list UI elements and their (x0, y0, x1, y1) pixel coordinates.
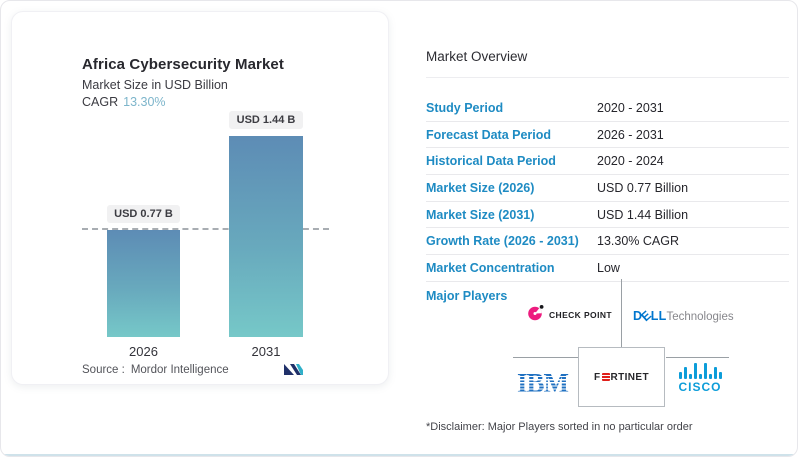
table-row-growth-rate: Growth Rate (2026 - 2031) 13.30% CAGR (426, 228, 789, 256)
row-label: Forecast Data Period (426, 127, 552, 142)
row-value: 2026 - 2031 (597, 127, 664, 142)
divider-horizontal-left (513, 357, 578, 358)
disclaimer-text: *Disclaimer: Major Players sorted in no … (426, 421, 693, 433)
table-row-market-size-2031: Market Size (2031) USD 1.44 Billion (426, 202, 789, 229)
bar-value-label-2031: USD 1.44 B (229, 111, 303, 129)
ibm-stripes-overlay (517, 371, 575, 397)
check-point-wordmark: CHECK POINT (549, 310, 612, 320)
major-players-diagram: CHECK POINT DELLTechnologies F RTINET IBM… (481, 279, 791, 411)
row-label: Growth Rate (2026 - 2031) (426, 234, 579, 249)
divider-vertical (621, 279, 622, 347)
table-row-market-size-2026: Market Size (2026) USD 0.77 Billion (426, 175, 789, 202)
bar-chart-plot: USD 0.77 B USD 1.44 B 2026 2031 (72, 111, 372, 359)
row-value: USD 1.44 Billion (597, 207, 689, 222)
chart-title: Africa Cybersecurity Market (82, 56, 284, 73)
overview-heading: Market Overview (426, 49, 789, 78)
x-axis-label-2026: 2026 (129, 344, 158, 359)
source-line: Source : Mordor Intelligence (82, 364, 229, 376)
fortinet-logo-box: F RTINET (578, 347, 665, 407)
row-value: 2020 - 2031 (597, 100, 664, 115)
fortinet-grid-o-icon (601, 373, 610, 381)
check-point-logo: CHECK POINT (527, 304, 612, 326)
chart-cagr-line: CAGR 13.30% (82, 95, 284, 109)
table-row-historical-period: Historical Data Period 2020 - 2024 (426, 148, 789, 176)
cagr-label: CAGR (82, 95, 119, 109)
bar-value-label-2026: USD 0.77 B (107, 205, 180, 223)
market-chart-card: Africa Cybersecurity Market Market Size … (11, 11, 389, 385)
row-label: Study Period (426, 100, 504, 115)
dell-technologies-logo: DELLTechnologies (633, 308, 734, 324)
divider-horizontal-right (666, 357, 729, 358)
major-players-label: Major Players (426, 289, 508, 304)
chart-header: Africa Cybersecurity Market Market Size … (82, 56, 284, 109)
overview-table: Study Period 2020 - 2031 Forecast Data P… (426, 95, 789, 311)
source-label: Source : (82, 364, 125, 376)
table-row-forecast-period: Forecast Data Period 2026 - 2031 (426, 122, 789, 149)
bar-2026 (107, 230, 180, 337)
dell-ll: LL (650, 309, 667, 323)
ibm-logo: IBM (517, 370, 575, 397)
cisco-wordmark: CISCO (678, 380, 722, 394)
bar-2031 (229, 136, 303, 337)
reference-dashed-line (82, 228, 329, 230)
cagr-value: 13.30% (123, 95, 166, 109)
x-axis-label-2031: 2031 (251, 344, 281, 359)
table-row-market-concentration: Market Concentration Low (426, 255, 789, 282)
chart-subtitle: Market Size in USD Billion (82, 78, 228, 92)
cisco-logo: CISCO (673, 363, 727, 394)
fortinet-f: F (593, 371, 601, 383)
dell-technologies-wordmark: Technologies (666, 311, 734, 323)
row-label: Historical Data Period (426, 154, 556, 169)
row-value: 2020 - 2024 (597, 154, 664, 169)
check-point-icon (527, 304, 545, 326)
row-value: 13.30% CAGR (597, 234, 679, 249)
fortinet-logo: F RTINET (579, 348, 664, 406)
cisco-bridge-icon (673, 363, 727, 379)
row-value: USD 0.77 Billion (597, 180, 689, 195)
row-label: Market Size (2031) (426, 207, 535, 222)
row-label: Market Size (2026) (426, 180, 535, 195)
source-value: Mordor Intelligence (130, 364, 229, 376)
mordor-intelligence-logo-icon (284, 362, 303, 382)
market-overview-panel: Market Overview Study Period 2020 - 2031… (426, 41, 789, 311)
table-row-study-period: Study Period 2020 - 2031 (426, 95, 789, 122)
row-value: Low (597, 260, 620, 275)
fortinet-rtinet: RTINET (610, 371, 650, 383)
row-label: Market Concentration (426, 260, 555, 275)
table-row-major-players: Major Players (426, 282, 789, 311)
dell-d: D (633, 309, 643, 323)
